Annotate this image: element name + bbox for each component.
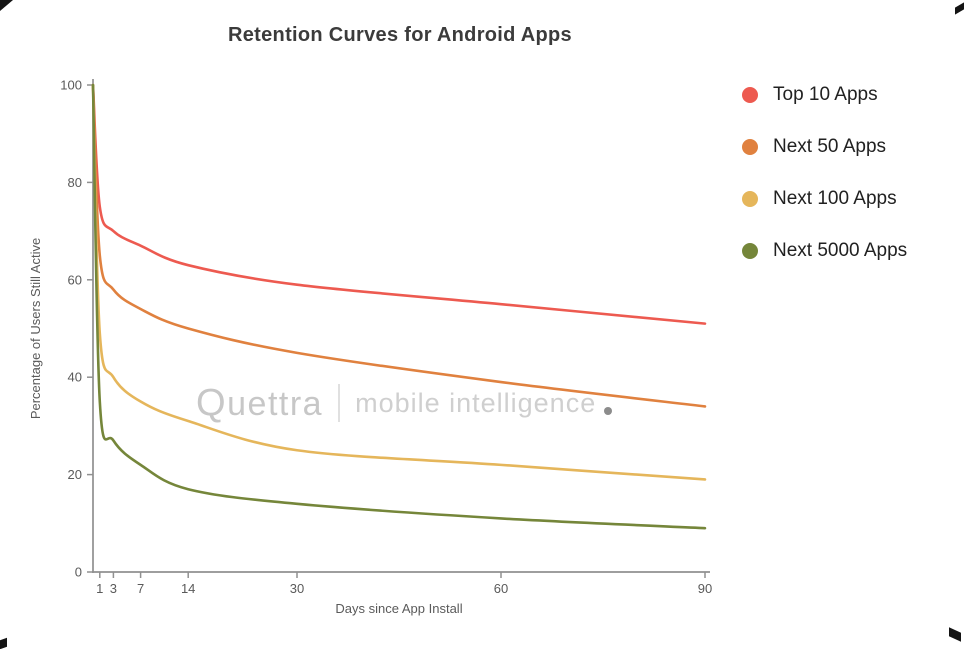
legend-dot-icon: [742, 139, 758, 155]
x-tick-label: 1: [96, 581, 103, 596]
x-axis-title: Days since App Install: [335, 601, 462, 616]
corner-artifact-top-left: [0, 0, 13, 11]
legend-label: Next 5000 Apps: [773, 240, 908, 261]
y-tick-label: 40: [68, 370, 82, 385]
y-tick-label: 80: [68, 175, 82, 190]
y-tick-label: 100: [60, 78, 82, 93]
y-tick-label: 60: [68, 272, 82, 287]
legend-label: Next 50 Apps: [773, 136, 887, 157]
legend-dot-icon: [742, 243, 758, 259]
legend-dot-icon: [742, 191, 758, 207]
y-axis-title: Percentage of Users Still Active: [28, 238, 43, 419]
watermark-tagline: mobile intelligence: [355, 387, 597, 418]
x-tick-label: 90: [698, 581, 712, 596]
x-tick-label: 60: [494, 581, 508, 596]
y-tick-label: 20: [68, 467, 82, 482]
series-line-next-5000-apps: [91, 83, 707, 530]
watermark-dot-icon: [604, 407, 613, 415]
series-line-next-100-apps: [91, 83, 707, 481]
x-tick-label: 14: [181, 581, 195, 596]
x-tick-label: 7: [137, 581, 144, 596]
x-tick-label: 3: [110, 581, 117, 596]
y-tick-label: 0: [75, 565, 82, 580]
chart-title: Retention Curves for Android Apps: [228, 24, 572, 46]
x-tick-label: 30: [290, 581, 304, 596]
series-line-next-50-apps: [91, 83, 707, 408]
legend-item-next-50-apps: Next 50 Apps: [742, 136, 907, 158]
series-line-top-10-apps: [91, 83, 707, 325]
watermark-divider: [338, 384, 341, 422]
legend-item-next-100-apps: Next 100 Apps: [742, 188, 907, 210]
legend-dot-icon: [742, 87, 758, 103]
legend-label: Top 10 Apps: [773, 84, 878, 105]
chart-legend: Top 10 Apps Next 50 Apps Next 100 Apps N…: [742, 84, 907, 262]
legend-label: Next 100 Apps: [773, 188, 897, 209]
legend-item-top-10-apps: Top 10 Apps: [742, 84, 907, 106]
quettra-watermark: Quettra mobile intelligence: [196, 380, 613, 426]
legend-item-next-5000-apps: Next 5000 Apps: [742, 240, 907, 262]
watermark-brand: Quettra: [196, 381, 324, 424]
